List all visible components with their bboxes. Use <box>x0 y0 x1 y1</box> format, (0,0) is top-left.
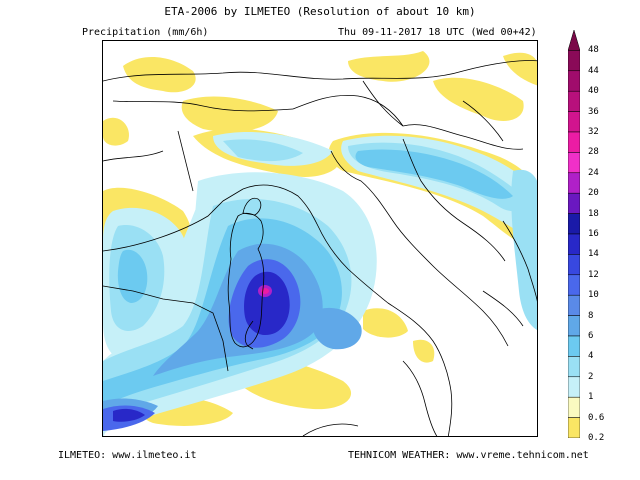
legend-swatch-44 <box>567 50 581 72</box>
legend-swatch-2 <box>567 356 581 378</box>
variable-label: Precipitation (mm/6h) <box>82 27 209 38</box>
legend-swatch-40 <box>567 70 581 92</box>
legend-swatch-32 <box>567 111 581 133</box>
legend-label-14: 14 <box>588 249 599 260</box>
legend-swatch-16 <box>567 213 581 235</box>
legend-label-28: 28 <box>588 147 599 158</box>
legend-swatch-36 <box>567 90 581 112</box>
footer-source-left: ILMETEO: www.ilmeteo.it <box>58 450 197 461</box>
legend-label-1: 1 <box>588 392 594 403</box>
max-precip-core <box>258 285 272 297</box>
legend-swatch-1 <box>567 376 581 398</box>
legend-swatch-10 <box>567 274 581 296</box>
very-heavy-precip-layer <box>113 271 290 422</box>
legend-swatch-28 <box>567 131 581 153</box>
legend-label-36: 36 <box>588 106 599 117</box>
legend-label-32: 32 <box>588 127 599 137</box>
legend-label-8: 8 <box>588 310 594 321</box>
legend-swatch-24 <box>567 152 581 174</box>
chart-title: ETA-2006 by ILMETEO (Resolution of about… <box>164 5 476 18</box>
legend-swatch-14 <box>567 233 581 255</box>
legend-swatch-4 <box>567 335 581 357</box>
map-canvas <box>103 51 537 436</box>
legend-label-2: 2 <box>588 371 594 382</box>
legend-label-48: 48 <box>588 45 599 56</box>
valid-time-label: Thu 09-11-2017 18 UTC (Wed 00+42) <box>338 27 537 38</box>
legend-swatch-6 <box>567 315 581 337</box>
legend-label-0-2: 0.2 <box>588 433 605 443</box>
legend-swatch-0-2 <box>567 417 581 439</box>
legend-swatch-8 <box>567 294 581 316</box>
footer-source-right: TEHNICOM WEATHER: www.vreme.tehnicom.net <box>348 450 589 461</box>
legend-bar <box>567 29 581 439</box>
legend-label-40: 40 <box>588 86 599 97</box>
legend-swatch-18 <box>567 192 581 214</box>
legend-swatch-20 <box>567 172 581 194</box>
legend-swatch-48 <box>567 29 581 51</box>
legend-label-4: 4 <box>588 351 594 362</box>
precipitation-map <box>102 40 538 437</box>
legend-swatch-12 <box>567 254 581 276</box>
legend-label-24: 24 <box>588 167 599 178</box>
legend-label-12: 12 <box>588 269 599 280</box>
legend-swatch-0-6 <box>567 396 581 418</box>
color-legend <box>567 29 581 439</box>
legend-label-6: 6 <box>588 331 594 341</box>
legend-label-16: 16 <box>588 229 599 239</box>
legend-label-20: 20 <box>588 188 599 199</box>
legend-label-0-6: 0.6 <box>588 412 605 423</box>
coastlines <box>103 60 537 436</box>
legend-label-18: 18 <box>588 208 599 219</box>
legend-label-10: 10 <box>588 290 599 301</box>
legend-label-44: 44 <box>588 65 599 76</box>
